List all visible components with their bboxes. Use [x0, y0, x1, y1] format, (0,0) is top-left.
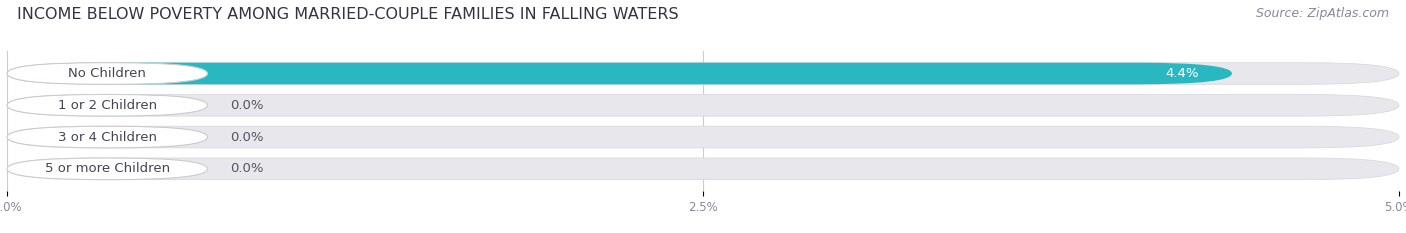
Text: INCOME BELOW POVERTY AMONG MARRIED-COUPLE FAMILIES IN FALLING WATERS: INCOME BELOW POVERTY AMONG MARRIED-COUPL… [17, 7, 679, 22]
Text: 5 or more Children: 5 or more Children [45, 162, 170, 175]
FancyBboxPatch shape [7, 94, 208, 116]
FancyBboxPatch shape [7, 158, 208, 180]
FancyBboxPatch shape [7, 158, 208, 180]
Text: 1 or 2 Children: 1 or 2 Children [58, 99, 157, 112]
FancyBboxPatch shape [7, 94, 208, 116]
FancyBboxPatch shape [7, 63, 1232, 84]
FancyBboxPatch shape [7, 63, 208, 84]
FancyBboxPatch shape [7, 126, 1399, 148]
FancyBboxPatch shape [7, 126, 208, 148]
Text: 0.0%: 0.0% [229, 162, 263, 175]
Text: 0.0%: 0.0% [229, 130, 263, 144]
FancyBboxPatch shape [7, 158, 1399, 180]
FancyBboxPatch shape [7, 63, 1399, 84]
FancyBboxPatch shape [7, 126, 208, 148]
Text: No Children: No Children [69, 67, 146, 80]
FancyBboxPatch shape [7, 94, 1399, 116]
Text: 3 or 4 Children: 3 or 4 Children [58, 130, 156, 144]
Text: Source: ZipAtlas.com: Source: ZipAtlas.com [1256, 7, 1389, 20]
Text: 0.0%: 0.0% [229, 99, 263, 112]
Text: 4.4%: 4.4% [1166, 67, 1198, 80]
